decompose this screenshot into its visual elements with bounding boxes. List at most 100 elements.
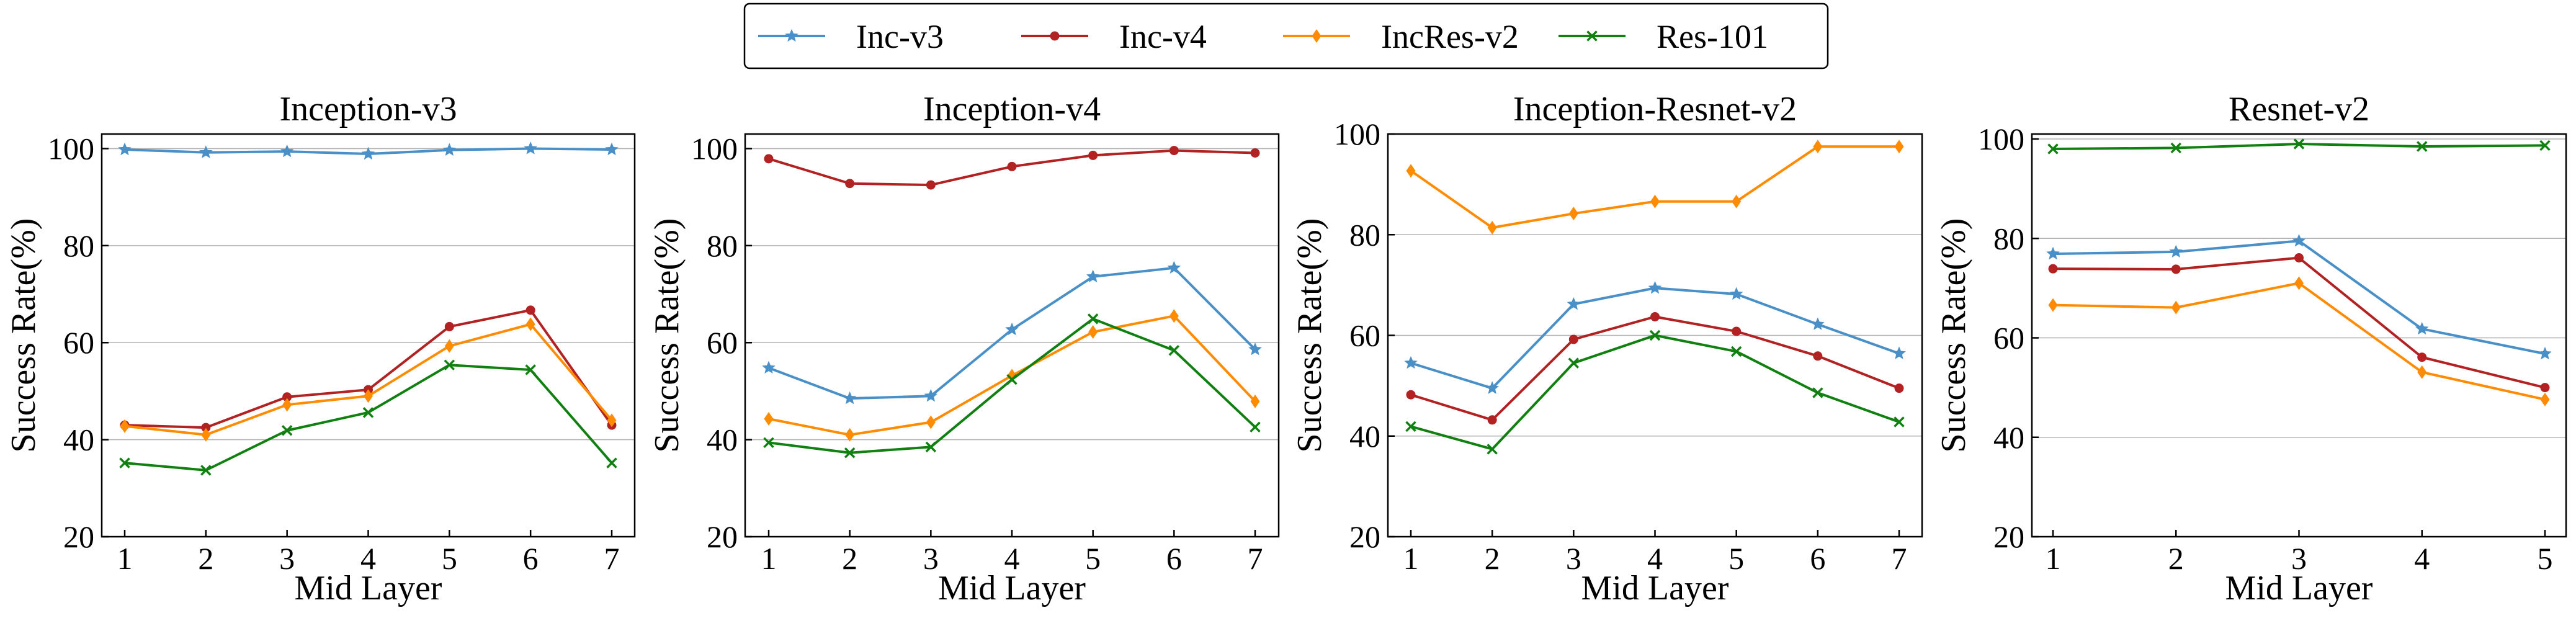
x-axis-label: Mid Layer bbox=[295, 569, 442, 607]
x-tick-label: 4 bbox=[2414, 541, 2430, 576]
y-tick-label: 40 bbox=[707, 423, 738, 457]
chart-panel-inception-v3: 20 40 60 80 100 1 2 3 4 5 6 7 Inception-v3 Mid Layer S… bbox=[4, 90, 636, 607]
chart-title: Inception-v4 bbox=[923, 90, 1101, 128]
data-point-res-101 bbox=[1649, 329, 1661, 341]
data-point-incres-v2 bbox=[2540, 392, 2550, 406]
data-point-res-101 bbox=[362, 407, 374, 418]
y-axis-label: Success Rate(%) bbox=[4, 218, 43, 453]
data-point-inc-v4 bbox=[2417, 352, 2427, 362]
x-axis-label: Mid Layer bbox=[938, 569, 1086, 607]
data-point-inc-v3 bbox=[1648, 280, 1662, 294]
data-point-inc-v3 bbox=[1248, 342, 1262, 356]
data-point-inc-v3 bbox=[1005, 322, 1019, 336]
legend: Inc-v3 Inc-v4 IncRes-v2 Res-101 bbox=[743, 2, 1829, 69]
series-inc-v3 bbox=[2046, 233, 2552, 360]
data-point-incres-v2 bbox=[2048, 298, 2058, 312]
x-tick-label: 5 bbox=[1729, 541, 1744, 576]
data-point-inc-v4 bbox=[2294, 253, 2304, 263]
chart-title: Inception-Resnet-v2 bbox=[1513, 90, 1797, 128]
data-point-inc-v4 bbox=[1813, 351, 1823, 361]
data-point-incres-v2 bbox=[1088, 325, 1098, 339]
series-incres-v2 bbox=[120, 317, 617, 442]
series-res-101 bbox=[1405, 329, 1905, 455]
x-tick-label: 1 bbox=[2046, 541, 2061, 576]
data-point-res-101 bbox=[1730, 346, 1742, 357]
data-point-incres-v2 bbox=[1650, 194, 1660, 208]
data-point-res-101 bbox=[606, 457, 617, 468]
data-point-res-101 bbox=[525, 364, 536, 375]
data-point-inc-v3 bbox=[280, 144, 294, 158]
y-tick-label: 60 bbox=[1993, 321, 2024, 356]
data-point-inc-v3 bbox=[605, 142, 619, 156]
data-point-res-101 bbox=[1405, 421, 1416, 432]
series-incres-v2 bbox=[764, 309, 1260, 442]
legend-label-res-101: Res-101 bbox=[1657, 18, 1768, 55]
data-point-inc-v4 bbox=[1088, 150, 1098, 160]
data-point-inc-v4 bbox=[525, 305, 535, 315]
data-point-incres-v2 bbox=[1732, 194, 1742, 208]
series-line-incres-v2 bbox=[1410, 145, 1899, 229]
y-tick-label: 40 bbox=[1349, 419, 1380, 454]
y-tick-label: 100 bbox=[1978, 122, 2024, 156]
data-point-inc-v4 bbox=[1732, 326, 1742, 336]
data-point-incres-v2 bbox=[607, 413, 617, 428]
data-point-inc-v3 bbox=[524, 141, 537, 154]
series-inc-v4 bbox=[2048, 253, 2550, 393]
data-point-inc-v3 bbox=[2169, 244, 2183, 258]
x-tick-label: 5 bbox=[2538, 541, 2553, 576]
data-point-inc-v3 bbox=[1404, 356, 1418, 369]
data-point-incres-v2 bbox=[845, 428, 855, 442]
data-point-res-101 bbox=[2293, 138, 2305, 150]
x-axis-label: Mid Layer bbox=[1581, 569, 1729, 607]
data-point-res-101 bbox=[1487, 444, 1498, 455]
data-point-inc-v3 bbox=[1167, 261, 1181, 274]
series-line-inc-v3 bbox=[1410, 287, 1900, 390]
x-tick-label: 2 bbox=[842, 541, 857, 576]
x-tick-label: 5 bbox=[442, 541, 457, 576]
y-axis-label: Success Rate(%) bbox=[648, 218, 686, 453]
chart-panel-inception-resnet-v2: 20 40 60 80 100 1 2 3 4 5 6 7 Inception-Resnet-v2 Mid… bbox=[1290, 90, 1923, 607]
x-tick-label: 4 bbox=[1004, 541, 1020, 576]
legend-label-incres-v2: IncRes-v2 bbox=[1381, 18, 1519, 55]
data-point-res-101 bbox=[1568, 357, 1580, 369]
data-point-inc-v3 bbox=[1567, 297, 1581, 310]
data-point-inc-v3 bbox=[1729, 287, 1743, 300]
x-tick-label: 2 bbox=[2168, 541, 2184, 576]
data-point-incres-v2 bbox=[364, 389, 373, 403]
data-point-res-101 bbox=[2539, 140, 2551, 151]
chart-panel-resnet-v2: 20 40 60 80 100 1 2 3 4 5 Resnet-v2 Mid Layer Succes… bbox=[1934, 90, 2567, 607]
y-tick-label: 100 bbox=[1334, 117, 1380, 151]
data-point-res-101 bbox=[119, 457, 130, 468]
data-point-incres-v2 bbox=[1813, 140, 1823, 154]
series-res-101 bbox=[763, 313, 1261, 459]
y-tick-label: 60 bbox=[63, 325, 94, 360]
data-point-incres-v2 bbox=[2417, 365, 2427, 379]
y-tick-label: 40 bbox=[1993, 420, 2024, 455]
series-inc-v3 bbox=[1404, 280, 1906, 394]
data-point-incres-v2 bbox=[1568, 207, 1578, 221]
x-tick-label: 3 bbox=[1566, 541, 1581, 576]
data-point-incres-v2 bbox=[525, 317, 535, 331]
series-inc-v3 bbox=[118, 141, 619, 160]
data-point-inc-v3 bbox=[118, 142, 132, 156]
data-point-inc-v4 bbox=[1169, 146, 1179, 156]
x-tick-label: 3 bbox=[2291, 541, 2307, 576]
x-tick-label: 3 bbox=[923, 541, 939, 576]
data-point-inc-v4 bbox=[1406, 390, 1416, 400]
x-tick-label: 4 bbox=[360, 541, 376, 576]
data-point-inc-v4 bbox=[282, 392, 292, 402]
y-tick-label: 20 bbox=[707, 519, 738, 554]
data-point-incres-v2 bbox=[1250, 394, 1260, 408]
y-tick-label: 80 bbox=[1993, 221, 2024, 256]
legend-marker-inc-v3 bbox=[785, 29, 798, 42]
data-point-res-101 bbox=[2170, 142, 2181, 154]
x-tick-label: 1 bbox=[117, 541, 133, 576]
x-tick-label: 2 bbox=[1485, 541, 1500, 576]
data-point-inc-v3 bbox=[924, 388, 938, 402]
data-point-res-101 bbox=[763, 437, 774, 449]
data-point-inc-v4 bbox=[845, 179, 855, 189]
data-point-res-101 bbox=[1812, 387, 1823, 398]
data-point-res-101 bbox=[1894, 416, 1905, 428]
x-tick-label: 4 bbox=[1647, 541, 1663, 576]
